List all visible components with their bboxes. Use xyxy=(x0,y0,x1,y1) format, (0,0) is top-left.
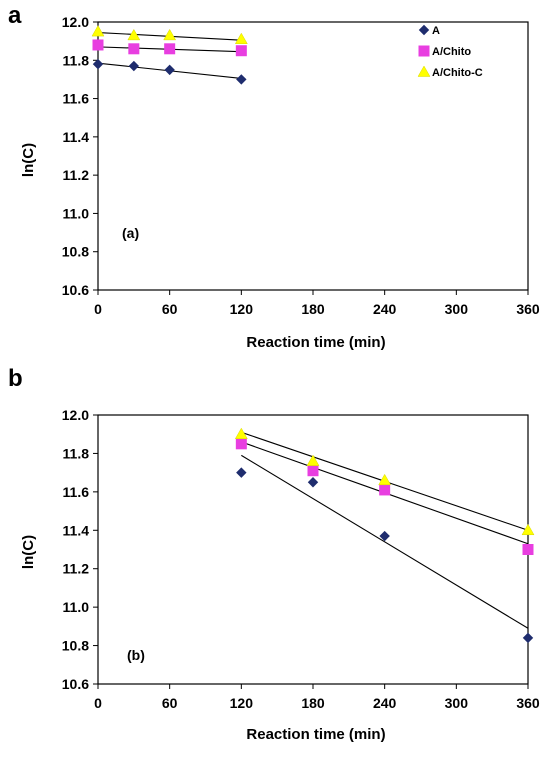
legend-label: A/Chito-C xyxy=(432,67,483,79)
data-point xyxy=(92,58,104,70)
legend-marker xyxy=(417,65,431,77)
legend-label: A xyxy=(432,25,440,37)
legend-label: A/Chito xyxy=(432,46,471,58)
legend: A A/Chito A/Chito-C xyxy=(417,24,483,79)
y-tick-label: 10.8 xyxy=(62,244,89,260)
data-point xyxy=(127,28,141,41)
data-point xyxy=(235,438,247,450)
panel-annotation: (b) xyxy=(127,647,145,663)
y-tick-label: 12.0 xyxy=(62,14,89,30)
data-point xyxy=(378,473,392,486)
panel-annotation: (a) xyxy=(122,225,139,241)
data-point xyxy=(128,43,140,55)
y-tick-label: 11.4 xyxy=(63,129,90,145)
x-tick-label: 360 xyxy=(516,695,540,711)
x-tick-label: 0 xyxy=(94,301,102,317)
data-point xyxy=(307,465,319,477)
chart-panel-b: 10.6 10.8 11.0 11.2 11.4 11.6 11.8 12.0 0 60 120 18… xyxy=(20,407,540,743)
y-tick-label: 11.4 xyxy=(63,522,90,538)
x-axis-label: Reaction time (min) xyxy=(246,334,385,351)
data-point xyxy=(235,45,247,57)
chart-panel-a: 10.6 10.8 11.0 11.2 11.4 11.6 11.8 12.0 0 60 120 18… xyxy=(20,14,540,351)
data-point xyxy=(163,28,177,41)
data-point xyxy=(307,477,319,488)
data-point xyxy=(522,632,534,644)
x-tick-label: 180 xyxy=(301,301,325,317)
x-tick-label: 300 xyxy=(445,301,469,317)
y-tick-label: 11.8 xyxy=(63,52,90,68)
trend-line xyxy=(241,454,529,629)
data-point xyxy=(164,64,175,76)
plot-area xyxy=(97,21,529,291)
y-tick-label: 11.0 xyxy=(63,599,90,615)
legend-marker xyxy=(418,24,430,36)
x-tick-label: 0 xyxy=(94,695,102,711)
data-point xyxy=(379,484,391,496)
y-tick-label: 10.8 xyxy=(62,638,89,654)
x-tick-label: 240 xyxy=(373,695,397,711)
x-tick-label: 300 xyxy=(445,695,469,711)
y-tick-label: 11.2 xyxy=(63,167,90,183)
x-axis-label: Reaction time (min) xyxy=(246,726,385,743)
series-a xyxy=(236,454,534,644)
data-point xyxy=(236,467,247,478)
data-point xyxy=(379,530,390,542)
x-tick-label: 360 xyxy=(516,301,540,317)
panel-label-b: b xyxy=(8,365,23,392)
y-tick-label: 10.6 xyxy=(62,676,89,692)
y-axis-label: ln(C) xyxy=(20,143,37,177)
data-point xyxy=(164,43,176,55)
data-point xyxy=(91,25,105,37)
y-tick-label: 11.0 xyxy=(63,205,90,221)
x-tick-label: 120 xyxy=(230,695,254,711)
data-point xyxy=(234,427,248,439)
y-tick-label: 10.6 xyxy=(62,282,89,298)
series-a-chito-c xyxy=(91,25,248,44)
y-tick-label: 11.8 xyxy=(63,445,90,461)
series-a-chito-c xyxy=(234,427,535,536)
data-point xyxy=(522,544,534,555)
x-tick-label: 60 xyxy=(162,301,178,317)
data-point xyxy=(306,454,320,466)
series-a-chito xyxy=(92,39,247,57)
y-tick-label: 11.2 xyxy=(63,561,90,577)
series-a xyxy=(92,58,247,85)
x-tick-label: 240 xyxy=(373,301,397,317)
data-point xyxy=(92,39,104,51)
y-tick-label: 11.6 xyxy=(63,91,90,107)
data-point xyxy=(236,74,247,85)
y-axis-label: ln(C) xyxy=(20,535,37,569)
series-a-chito xyxy=(235,438,534,555)
panel-label-a: a xyxy=(8,2,22,29)
data-point xyxy=(234,32,248,44)
y-tick-label: 12.0 xyxy=(62,407,89,423)
y-tick-label: 11.6 xyxy=(63,484,90,500)
data-point xyxy=(128,60,140,72)
x-tick-label: 60 xyxy=(162,695,178,711)
legend-marker xyxy=(418,45,430,57)
x-tick-label: 180 xyxy=(301,695,325,711)
x-tick-label: 120 xyxy=(230,301,254,317)
data-point xyxy=(521,523,535,536)
